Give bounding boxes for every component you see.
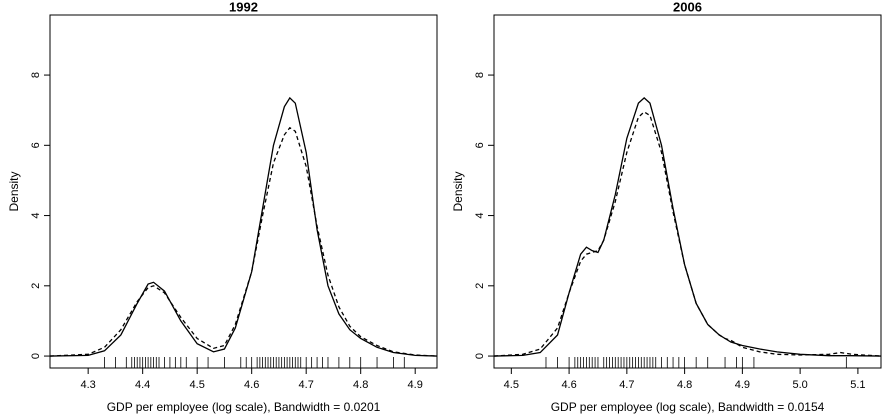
y-tick-label: 8 [30, 72, 42, 78]
y-axis-label: Density [7, 171, 21, 211]
y-tick-label: 8 [474, 72, 486, 78]
y-tick-label: 6 [474, 142, 486, 148]
plot-frame [49, 14, 438, 369]
x-tick-label: 4.8 [677, 379, 692, 391]
x-tick-label: 4.4 [135, 379, 150, 391]
y-axis-label: Density [451, 171, 465, 211]
chart-title: 1992 [229, 0, 258, 14]
x-axis-label: GDP per employee (log scale), Bandwidth … [107, 400, 381, 414]
plot-frame [493, 14, 882, 369]
density-line [493, 97, 882, 357]
chart-title: 2006 [673, 0, 702, 14]
y-tick-label: 0 [474, 353, 486, 359]
density-line [49, 96, 438, 357]
x-tick-label: 4.6 [244, 379, 259, 391]
x-tick-label: 4.5 [504, 379, 519, 391]
x-tick-label: 4.6 [561, 379, 576, 391]
y-tick-label: 6 [30, 142, 42, 148]
y-tick-label: 0 [30, 353, 42, 359]
y-tick-label: 4 [30, 212, 42, 218]
x-tick-label: 4.7 [299, 379, 314, 391]
y-tick-label: 4 [474, 212, 486, 218]
x-tick-label: 4.3 [81, 379, 96, 391]
x-tick-label: 4.5 [190, 379, 205, 391]
x-axis-label: GDP per employee (log scale), Bandwidth … [551, 400, 825, 414]
density-line [49, 126, 438, 357]
x-tick-label: 4.8 [353, 379, 368, 391]
y-tick-label: 2 [474, 283, 486, 289]
density-line [493, 111, 882, 357]
x-tick-label: 5.1 [850, 379, 865, 391]
x-tick-label: 5.0 [792, 379, 807, 391]
x-tick-label: 4.9 [408, 379, 423, 391]
x-tick-label: 4.7 [619, 379, 634, 391]
y-tick-label: 2 [30, 283, 42, 289]
x-tick-label: 4.9 [735, 379, 750, 391]
